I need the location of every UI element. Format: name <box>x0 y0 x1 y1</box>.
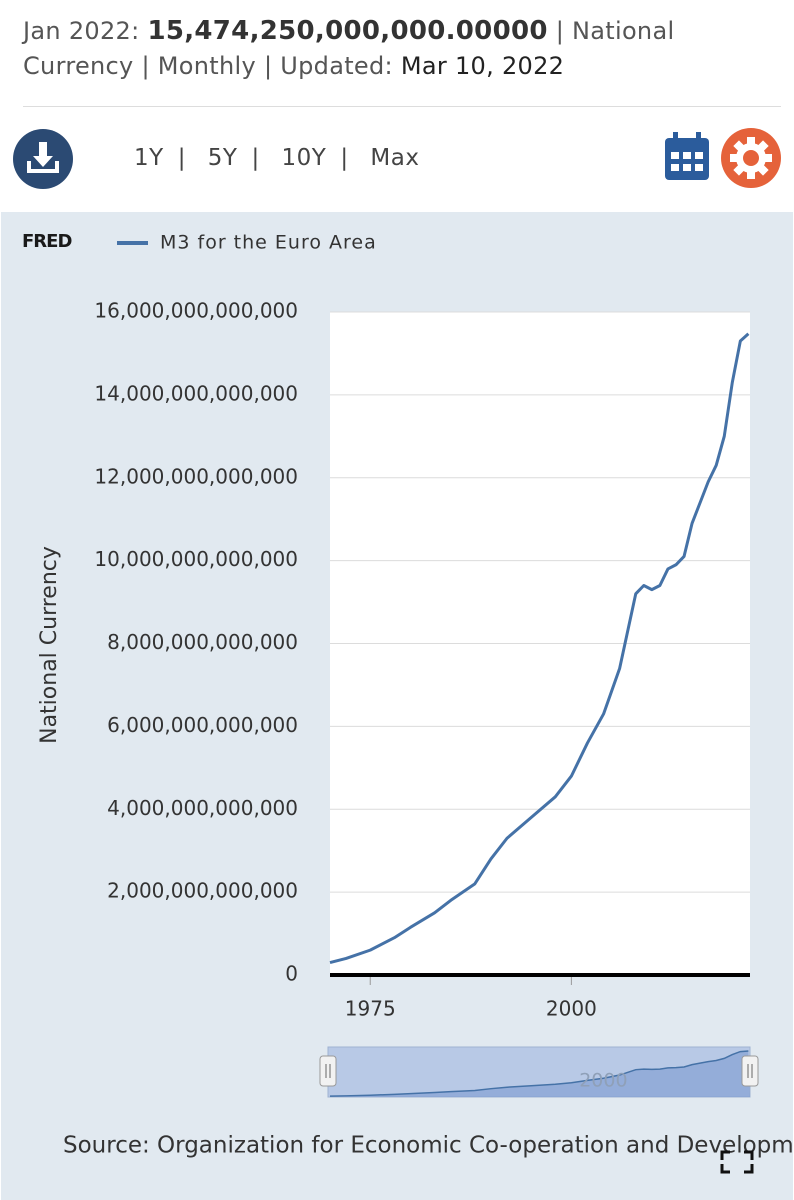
separator: | <box>263 52 273 80</box>
latest-value: 15,474,250,000,000.00000 <box>147 16 548 46</box>
separator: | <box>177 145 186 171</box>
updated-date: Mar 10, 2022 <box>400 52 565 80</box>
y-tick-label: 16,000,000,000,000 <box>94 299 298 323</box>
x-tick-label: 1975 <box>345 997 396 1021</box>
fred-logo: FRED <box>22 231 71 252</box>
series-header: Jan 2022: 15,474,250,000,000.00000 | Nat… <box>23 14 763 84</box>
download-button[interactable] <box>12 128 74 190</box>
navigator-line <box>329 1050 749 1097</box>
series-line <box>329 332 750 965</box>
separator: | <box>251 145 260 171</box>
y-tick-label: 12,000,000,000,000 <box>94 464 298 488</box>
navigator-handle[interactable] <box>741 1055 759 1087</box>
settings-button[interactable] <box>720 127 782 189</box>
handle-grip <box>325 1064 331 1078</box>
y-tick-label: 14,000,000,000,000 <box>94 381 298 405</box>
y-axis-label: National Currency <box>37 546 62 744</box>
divider <box>23 106 781 107</box>
handle-grip <box>747 1064 753 1078</box>
y-tick-label: 2,000,000,000,000 <box>107 879 298 903</box>
range-button[interactable]: 5Y <box>207 145 238 171</box>
frequency: Monthly <box>157 52 256 80</box>
updated-label: Updated: <box>280 52 393 80</box>
range-button[interactable]: 10Y <box>281 145 327 171</box>
units: National Currency <box>23 17 675 80</box>
fullscreen-icon[interactable] <box>720 1150 754 1174</box>
separator: | <box>340 145 349 171</box>
x-tick-label: 2000 <box>546 997 597 1021</box>
navigator-handle[interactable] <box>319 1055 337 1087</box>
range-button[interactable]: Max <box>370 145 420 171</box>
y-tick-label: 6,000,000,000,000 <box>107 713 298 737</box>
calendar-button[interactable] <box>664 132 710 182</box>
source: Source: Organization for Economic Co-ope… <box>63 1133 794 1159</box>
legend-label: M3 for the Euro Area <box>160 232 377 254</box>
separator: | <box>555 17 565 45</box>
date-label: Jan 2022: <box>23 17 140 45</box>
range-buttons: 1Y | 5Y | 10Y | Max <box>134 145 433 171</box>
navigator-area <box>330 1051 750 1097</box>
range-button[interactable]: 1Y <box>134 145 164 171</box>
separator: | <box>141 52 150 80</box>
y-tick-label: 8,000,000,000,000 <box>107 630 298 654</box>
y-tick-label: 4,000,000,000,000 <box>107 796 298 820</box>
y-tick-label: 0 <box>285 962 298 986</box>
y-tick-label: 10,000,000,000,000 <box>94 547 298 571</box>
navigator-tick-label: 2000 <box>579 1070 627 1092</box>
